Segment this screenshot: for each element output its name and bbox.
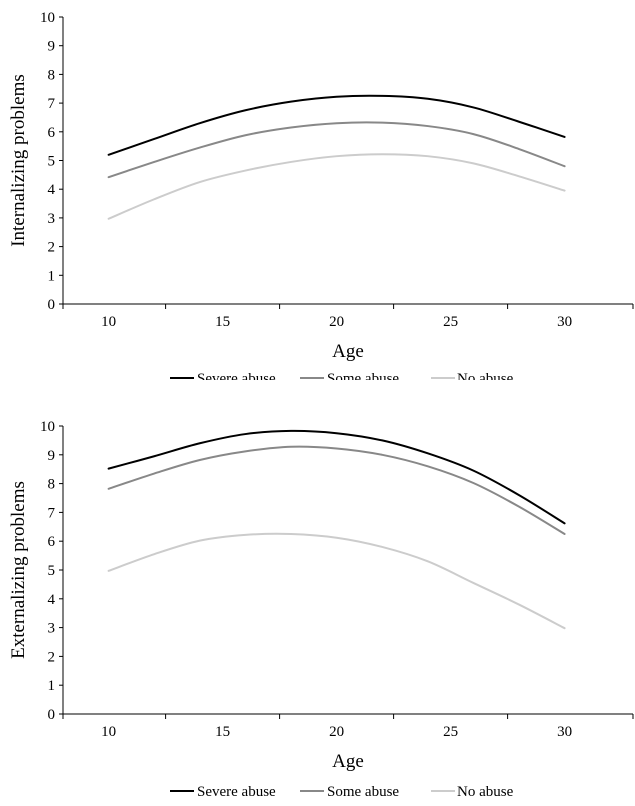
legend-label: Severe abuse: [197, 784, 276, 800]
externalizing-chart: 0 1 2 3 4 5 6 7 8 9 10 10 15 20 25 30 Age Externalizing p…: [8, 419, 634, 800]
x-tick-label: 25: [443, 724, 458, 740]
y-tick-label: 9: [48, 39, 56, 55]
series-line-severe-abuse: [107, 429, 566, 525]
internalizing-chart: 0 1 2 3 4 5 6 7 8 9 10 10 15 20 25 30 Age Internalizing p…: [8, 10, 634, 380]
y-tick-label: 5: [48, 563, 56, 579]
y-tick-label: 1: [48, 678, 56, 694]
series-line-no-abuse: [107, 532, 566, 630]
y-tick-label: 0: [48, 297, 56, 313]
x-tick-label: 10: [101, 314, 116, 330]
y-tick-label: 4: [48, 592, 56, 608]
y-tick-label: 0: [48, 707, 56, 723]
y-tick-label: 10: [40, 419, 55, 435]
y-tick-label: 6: [48, 534, 56, 550]
legend-label: Severe abuse: [197, 371, 276, 380]
y-tick-label: 3: [48, 621, 56, 637]
y-tick-label: 6: [48, 125, 56, 141]
legend-label: Some abuse: [327, 784, 399, 800]
y-axis-title: Externalizing problems: [8, 481, 29, 659]
y-tick-label: 10: [40, 10, 55, 26]
x-tick-label: 30: [557, 724, 572, 740]
y-tick-label: 9: [48, 448, 56, 464]
series-line-severe-abuse: [107, 94, 566, 156]
y-tick-label: 8: [48, 67, 56, 83]
y-tick-label: 3: [48, 211, 56, 227]
y-tick-label: 5: [48, 154, 56, 170]
y-tick-label: 8: [48, 477, 56, 493]
y-tick-label: 7: [48, 96, 56, 112]
x-tick-label: 15: [215, 314, 230, 330]
y-tick-label: 7: [48, 505, 56, 521]
y-tick-label: 1: [48, 268, 56, 284]
x-tick-label: 10: [101, 724, 116, 740]
legend-label: Some abuse: [327, 371, 399, 380]
x-tick-label: 20: [329, 314, 344, 330]
y-axis-title: Internalizing problems: [8, 74, 29, 247]
x-tick-label: 15: [215, 724, 230, 740]
y-tick-label: 2: [48, 649, 56, 665]
y-tick-label: 4: [48, 182, 56, 198]
series-line-no-abuse: [107, 153, 566, 220]
legend-label: No abuse: [457, 784, 514, 800]
x-tick-label: 30: [557, 314, 572, 330]
series-line-some-abuse: [107, 121, 566, 179]
x-tick-label: 25: [443, 314, 458, 330]
x-axis-title: Age: [332, 751, 364, 772]
x-tick-label: 20: [329, 724, 344, 740]
series-line-some-abuse: [107, 445, 566, 535]
legend-label: No abuse: [457, 371, 514, 380]
x-axis-title: Age: [332, 341, 364, 362]
y-tick-label: 2: [48, 240, 56, 256]
